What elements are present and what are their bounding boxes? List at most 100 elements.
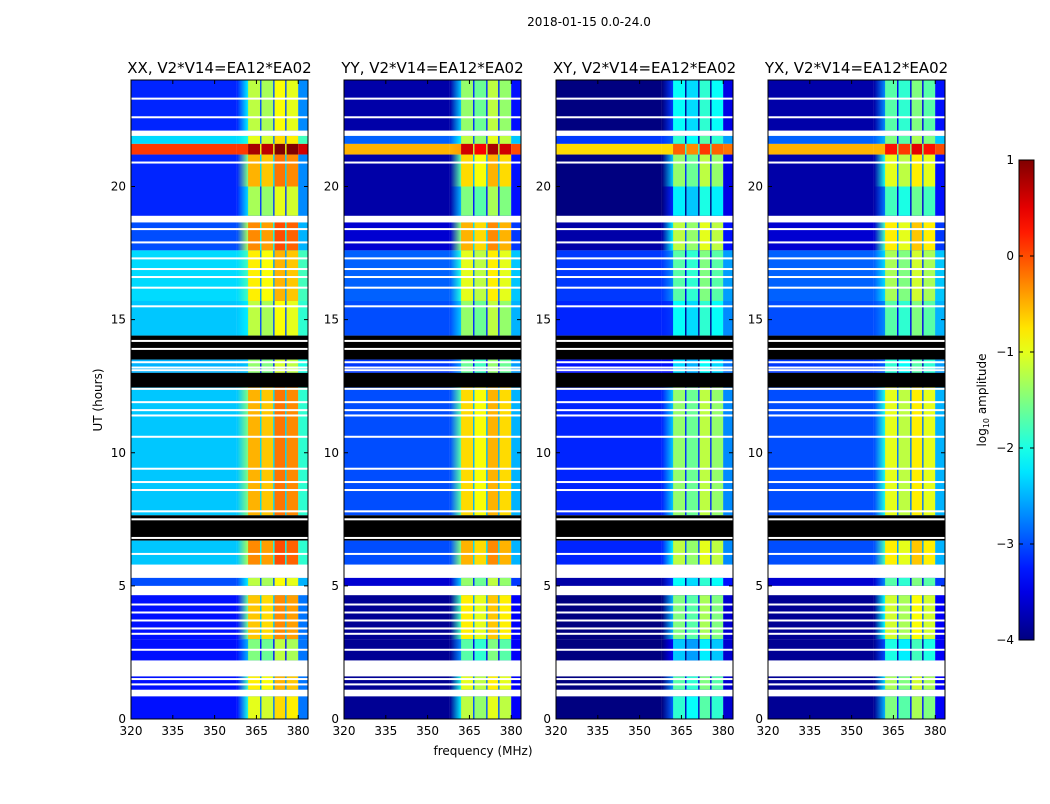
panel-title: XY, V2*V14=EA12*EA02 <box>553 59 736 77</box>
heatmap-cell-background <box>768 135 874 144</box>
heatmap-cell-rolloff <box>236 143 249 155</box>
heatmap-cell-band-1 <box>248 696 261 719</box>
heatmap-cell-band-1 <box>461 186 474 216</box>
heatmap-cell-rolloff <box>873 186 886 216</box>
heatmap-cell-band-3 <box>699 387 711 516</box>
y-tick-label: 15 <box>748 313 763 327</box>
heatmap-cell-tail <box>935 222 945 251</box>
heatmap-cell-band-3 <box>911 186 923 216</box>
flagged-row <box>556 619 733 622</box>
heatmap-cell-band-4 <box>923 595 936 640</box>
heatmap-cell-background <box>556 222 662 251</box>
heatmap-cell-band-2 <box>686 696 699 719</box>
heatmap-cell-band-2 <box>686 154 699 187</box>
heatmap-cell-band-1 <box>885 387 898 516</box>
heatmap-cell-band-3 <box>699 595 711 640</box>
heatmap-cell-band-2 <box>898 186 911 216</box>
heatmap-cell-band-4 <box>286 300 299 336</box>
heatmap-cell-band-4 <box>923 222 936 251</box>
heatmap-cell-band-3 <box>487 540 499 565</box>
flagged-row <box>131 228 308 231</box>
heatmap-cell-background <box>768 540 874 565</box>
heatmap-cell-tail <box>511 595 521 640</box>
heatmap-cell-rolloff <box>873 250 886 301</box>
heatmap-cell-band-2 <box>474 577 487 586</box>
no-data-block <box>344 372 521 388</box>
heatmap-cell-band-3 <box>487 387 499 516</box>
heatmap-cell-band-4 <box>923 300 936 336</box>
heatmap-cell-band-2 <box>261 80 274 131</box>
flagged-row <box>556 627 733 630</box>
heatmap-cell-rolloff <box>873 595 886 640</box>
heatmap-cell-band-3 <box>487 135 499 144</box>
heatmap-cell-rolloff <box>873 135 886 144</box>
heatmap-cell-band-4 <box>499 222 512 251</box>
heatmap-cell-tail <box>935 577 945 586</box>
flagged-row <box>131 627 308 630</box>
heatmap-cell-band-4 <box>711 143 724 155</box>
heatmap-cell-band-4 <box>286 387 299 516</box>
heatmap-cell-tail <box>298 359 308 373</box>
heatmap-cell-band-3 <box>274 359 286 373</box>
heatmap-cell-band-3 <box>699 186 711 216</box>
heatmap-cell-band-4 <box>711 577 724 586</box>
flagged-row <box>344 286 521 289</box>
flagged-row <box>344 648 521 651</box>
heatmap-cell-band-3 <box>487 154 499 187</box>
colorbar-tick-label: −1 <box>996 345 1014 359</box>
no-data-block <box>556 335 733 360</box>
flagged-row <box>131 268 308 271</box>
heatmap-cell-band-2 <box>261 577 274 586</box>
flagged-row <box>556 241 733 244</box>
heatmap-cell-band-2 <box>898 387 911 516</box>
heatmap-cell-band-3 <box>911 222 923 251</box>
heatmap-cell-tail <box>511 577 521 586</box>
flagged-row <box>344 366 521 369</box>
heatmap-cell-background <box>344 80 450 131</box>
heatmap-cell-band-4 <box>499 250 512 301</box>
heatmap-cell-tail <box>511 540 521 565</box>
heatmap-cell-band-2 <box>686 540 699 565</box>
heatmap-cell-band-2 <box>474 80 487 131</box>
heatmap-cell-band-2 <box>261 676 274 690</box>
heatmap-cell-band-3 <box>274 300 286 336</box>
heatmap-cell-band-2 <box>474 387 487 516</box>
flagged-row <box>131 611 308 614</box>
heatmap-cell-background <box>131 222 237 251</box>
flagged-row <box>556 435 733 438</box>
heatmap-cell-band-2 <box>474 696 487 719</box>
heatmap-cell-background <box>131 696 237 719</box>
heatmap-cell-tail <box>511 154 521 187</box>
heatmap-cell-band-4 <box>711 387 724 516</box>
flagged-row <box>768 361 945 364</box>
x-tick-label: 335 <box>798 724 821 738</box>
heatmap-cell-band-1 <box>885 135 898 144</box>
flagged-row <box>131 361 308 364</box>
heatmap-cell-band-3 <box>487 676 499 690</box>
heatmap-cell-band-3 <box>487 80 499 131</box>
heatmap-cell-band-2 <box>686 250 699 301</box>
heatmap-cell-tail <box>935 540 945 565</box>
heatmap-cell-band-2 <box>686 143 699 155</box>
x-tick-label: 320 <box>120 724 143 738</box>
flagged-row <box>344 678 521 681</box>
heatmap-cell-band-1 <box>673 135 686 144</box>
heatmap-cell-tail <box>298 595 308 640</box>
heatmap-cell-rolloff <box>661 80 674 131</box>
heatmap-cell-rolloff <box>449 577 462 586</box>
no-data-block <box>768 372 945 388</box>
heatmap-cell-background <box>344 154 450 187</box>
flagged-row <box>344 339 521 342</box>
heatmap-cell-band-3 <box>274 595 286 640</box>
heatmap-cell-band-3 <box>699 135 711 144</box>
flagged-row <box>131 161 308 164</box>
heatmap-cell-band-4 <box>923 80 936 131</box>
heatmap-cell-rolloff <box>236 154 249 187</box>
flagged-row <box>344 489 521 492</box>
heatmap-cell-band-4 <box>923 359 936 373</box>
flagged-row <box>768 627 945 630</box>
heatmap-cell-band-4 <box>711 154 724 187</box>
heatmap-cell-rolloff <box>661 696 674 719</box>
flagged-row <box>556 683 733 686</box>
heatmap-cell-band-3 <box>911 135 923 144</box>
